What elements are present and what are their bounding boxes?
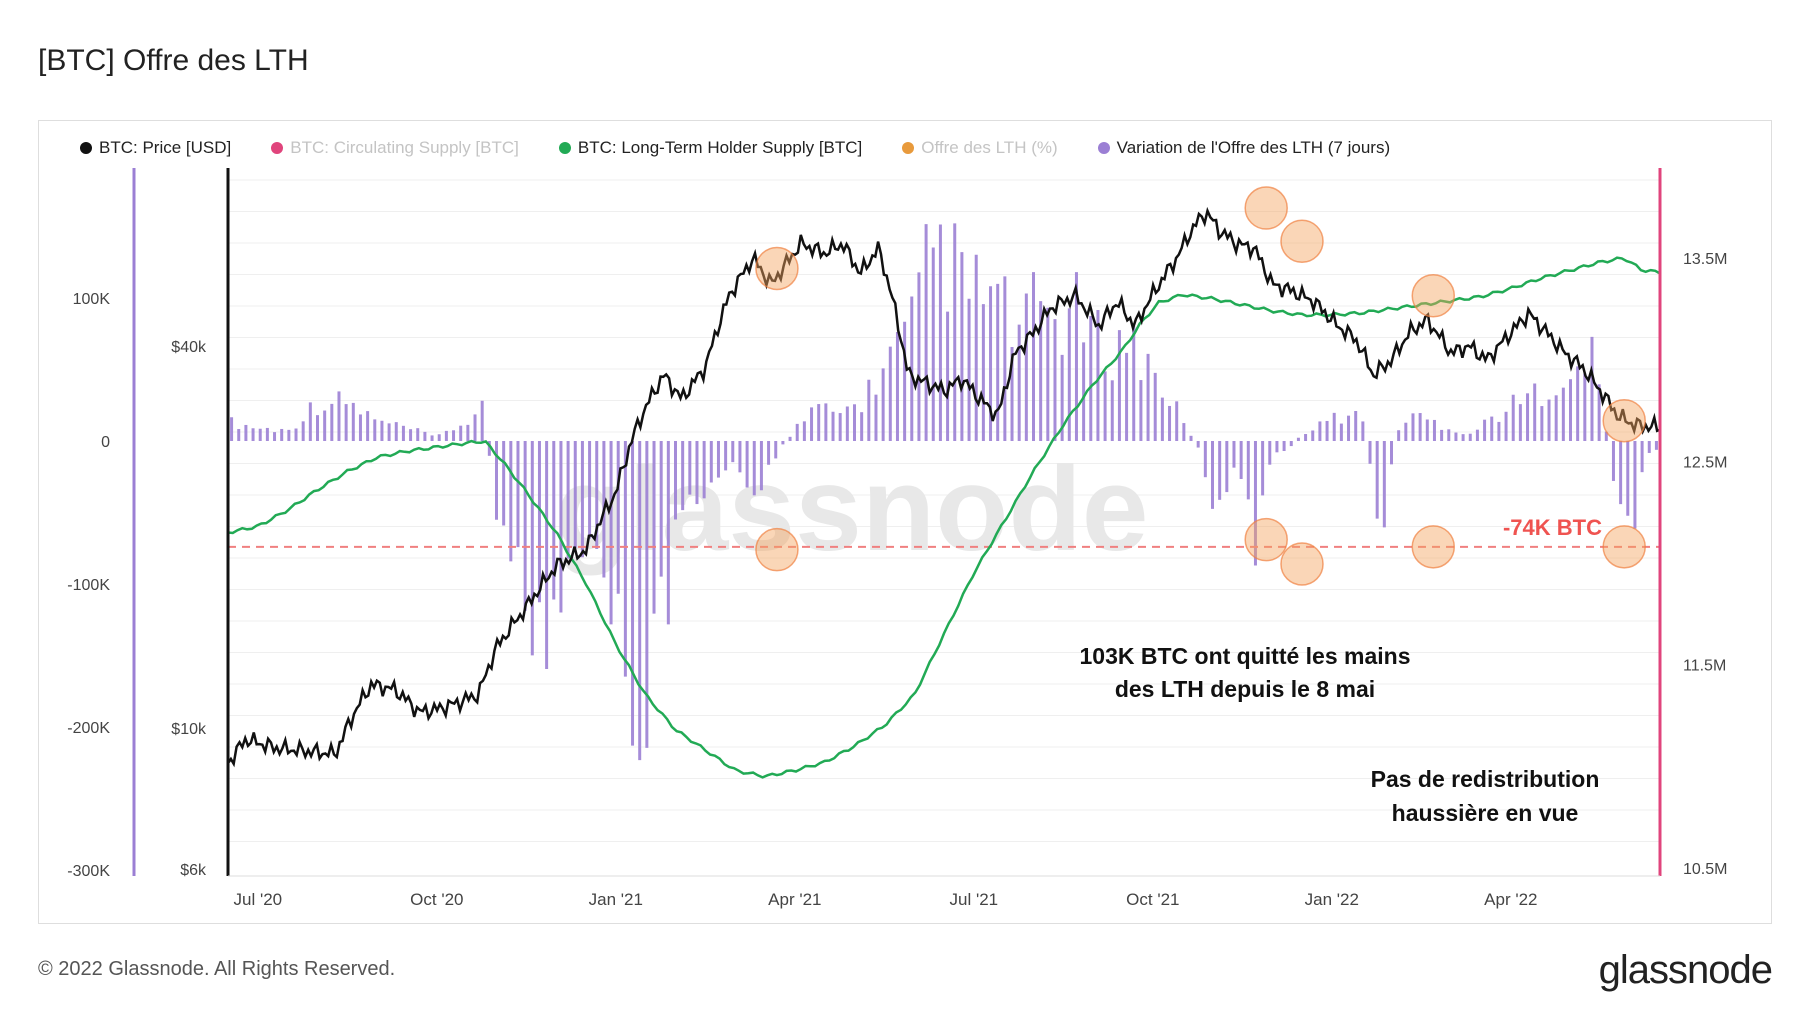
highlight-circle (1280, 542, 1324, 586)
x-tick-label: Jul '20 (234, 890, 283, 909)
annotation-line: Pas de redistribution (1371, 766, 1600, 792)
x-tick-label: Oct '20 (410, 890, 463, 909)
highlight-circle (1602, 398, 1646, 443)
reference-line-label: -74K BTC (1503, 515, 1602, 540)
x-tick-label: Apr '22 (1484, 890, 1537, 909)
highlight-circle (1411, 525, 1456, 569)
legend-item-lth-percent[interactable]: Offre des LTH (%) (902, 138, 1058, 158)
change-tick-label: -100K (67, 577, 110, 594)
legend-dot-icon (1097, 142, 1110, 154)
price-tick-label: $40k (171, 339, 207, 356)
change-tick-label: -200K (67, 720, 110, 737)
highlight-circle (1280, 219, 1324, 263)
highlight-circle (1244, 517, 1288, 562)
highlight-circle (1602, 525, 1646, 569)
change-tick-label: -300K (67, 863, 110, 880)
price-line (226, 206, 1661, 768)
copyright-footer: © 2022 Glassnode. All Rights Reserved. (38, 958, 396, 980)
legend-dot-icon (271, 142, 284, 154)
legend-label: BTC: Circulating Supply [BTC] (290, 138, 519, 157)
x-tick-label: Jul '21 (950, 890, 999, 909)
change-tick-label: 100K (73, 291, 111, 308)
glassnode-logo: glassnode (1598, 948, 1773, 992)
highlight-circle (755, 527, 799, 572)
chart-frame (38, 120, 1772, 924)
legend-item-price[interactable]: BTC: Price [USD] (80, 138, 231, 158)
highlight-circle (755, 246, 799, 291)
change-tick-label: 0 (101, 434, 110, 451)
highlight-circle (1411, 274, 1456, 318)
supply-tick-label: 13.5M (1683, 251, 1727, 268)
legend-label: BTC: Long-Term Holder Supply [BTC] (577, 138, 863, 157)
legend-dot-icon (902, 142, 915, 154)
annotation-line: 103K BTC ont quitté les mains (1079, 643, 1410, 669)
legend-item-lth-change[interactable]: Variation de l'Offre des LTH (7 jours) (1097, 138, 1391, 158)
annotation-line: des LTH depuis le 8 mai (1115, 676, 1375, 702)
supply-tick-label: 10.5M (1683, 861, 1727, 878)
chart-title: [BTC] Offre des LTH (38, 44, 309, 77)
legend-label: Offre des LTH (%) (921, 138, 1058, 157)
x-tick-label: Apr '21 (768, 890, 821, 909)
highlight-circle (1244, 186, 1288, 230)
legend-label: BTC: Price [USD] (99, 138, 232, 157)
annotation-line: haussière en vue (1392, 800, 1579, 826)
legend-item-circulating-supply[interactable]: BTC: Circulating Supply [BTC] (271, 138, 519, 158)
legend-label: Variation de l'Offre des LTH (7 jours) (1116, 138, 1391, 157)
x-tick-label: Jan '21 (589, 890, 643, 909)
price-tick-label: $6k (180, 862, 207, 879)
legend: BTC: Price [USD] BTC: Circulating Supply… (80, 138, 1390, 158)
legend-dot-icon (80, 142, 92, 154)
legend-item-lth-supply[interactable]: BTC: Long-Term Holder Supply [BTC] (558, 138, 863, 158)
x-tick-label: Oct '21 (1126, 890, 1179, 909)
price-tick-label: $10k (171, 721, 207, 738)
watermark-text: glassnode (555, 442, 1149, 576)
supply-tick-label: 12.5M (1683, 454, 1727, 471)
x-tick-label: Jan '22 (1305, 890, 1359, 909)
legend-dot-icon (558, 142, 571, 154)
lth-supply-line (227, 256, 1661, 779)
supply-tick-label: 11.5M (1683, 658, 1726, 675)
